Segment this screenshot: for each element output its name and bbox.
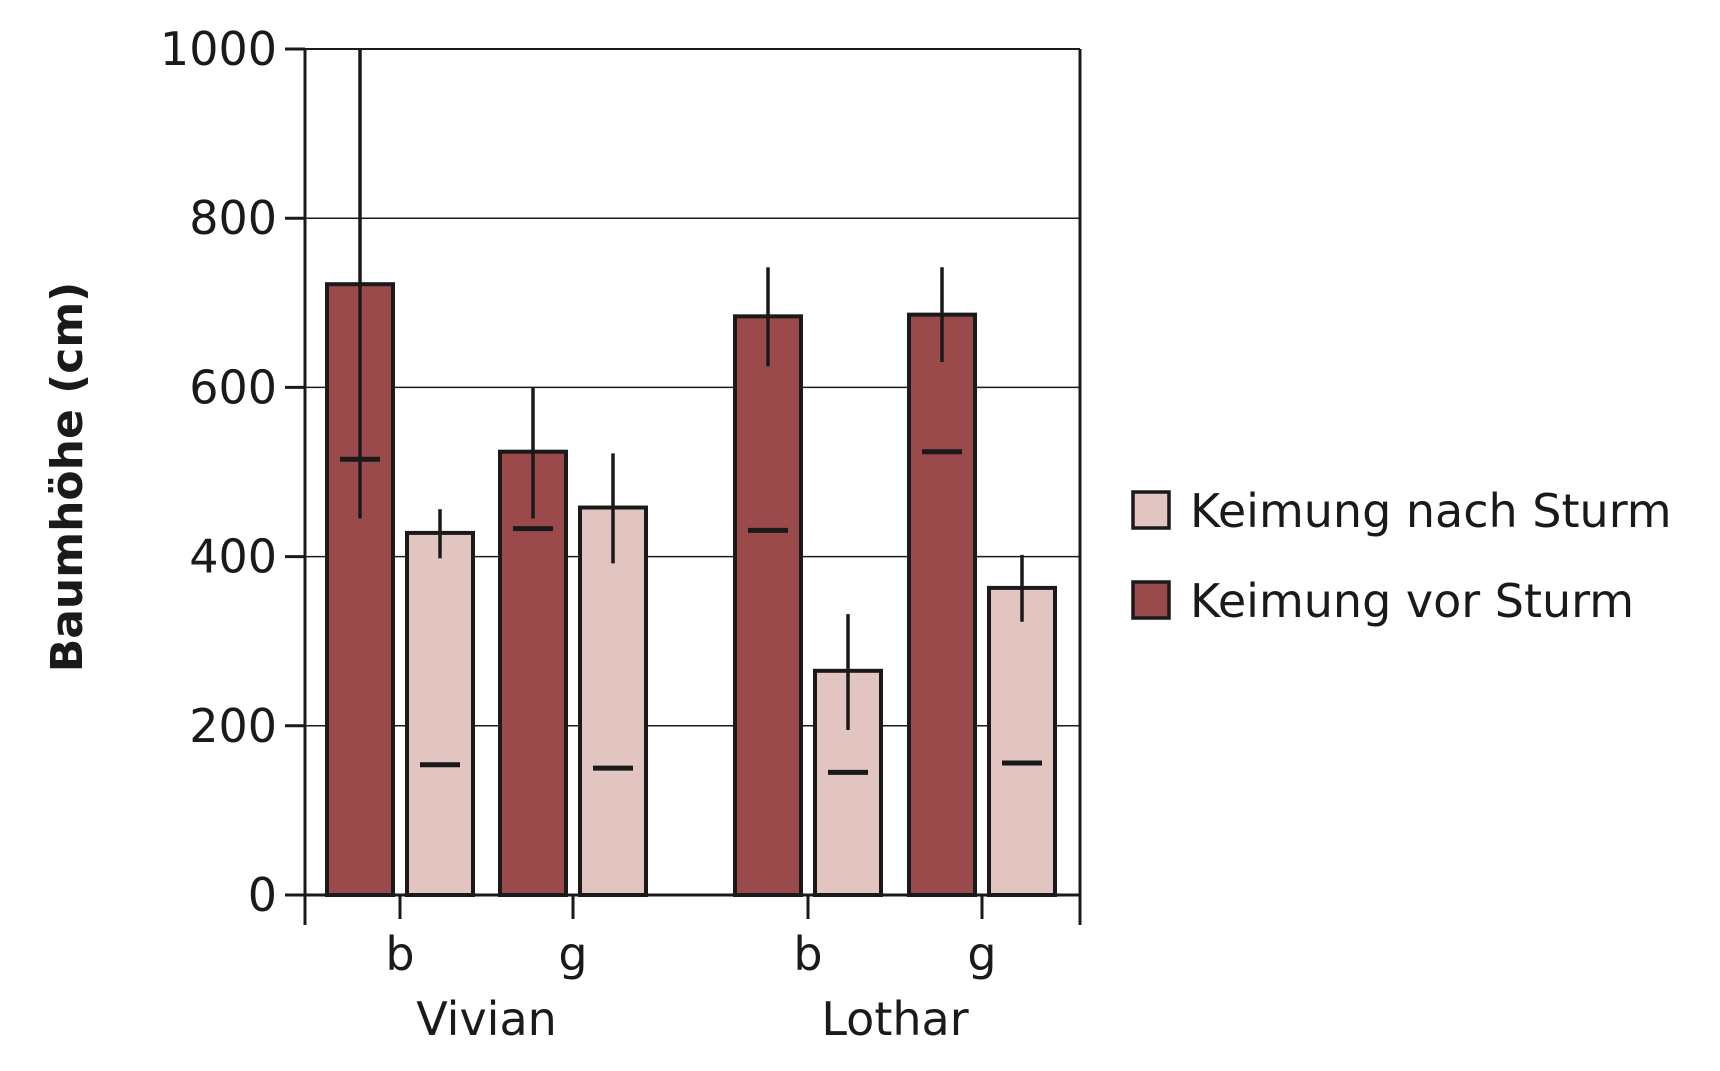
bar <box>733 314 803 897</box>
legend-swatch <box>1131 490 1171 530</box>
bars <box>325 49 1057 898</box>
y-tick-label: 200 <box>189 699 277 753</box>
x-category-label: b <box>793 927 822 981</box>
y-tick-label: 1000 <box>160 22 277 76</box>
bar <box>987 585 1057 897</box>
y-tick-label: 0 <box>248 868 277 922</box>
legend-label: Keimung nach Sturm <box>1190 484 1672 538</box>
y-tick-label: 800 <box>189 191 277 245</box>
x-category-label: g <box>967 927 996 981</box>
bar <box>405 530 475 897</box>
legend-swatch <box>1131 580 1171 620</box>
legend: Keimung nach Sturm Keimung vor Sturm <box>1131 484 1672 628</box>
y-axis-label: Baumhöhe (cm) <box>42 282 93 673</box>
axes <box>285 47 1082 925</box>
y-tick-labels: 0 200 400 600 800 1000 <box>160 22 277 922</box>
x-category-label: g <box>558 927 587 981</box>
bar <box>578 505 648 897</box>
y-tick-label: 400 <box>189 530 277 584</box>
x-category-label: b <box>385 927 414 981</box>
x-group-label: Lothar <box>821 992 968 1046</box>
bar <box>907 312 977 898</box>
x-group-label: Vivian <box>416 992 557 1046</box>
y-tick-label: 600 <box>189 360 277 414</box>
legend-label: Keimung vor Sturm <box>1190 574 1634 628</box>
